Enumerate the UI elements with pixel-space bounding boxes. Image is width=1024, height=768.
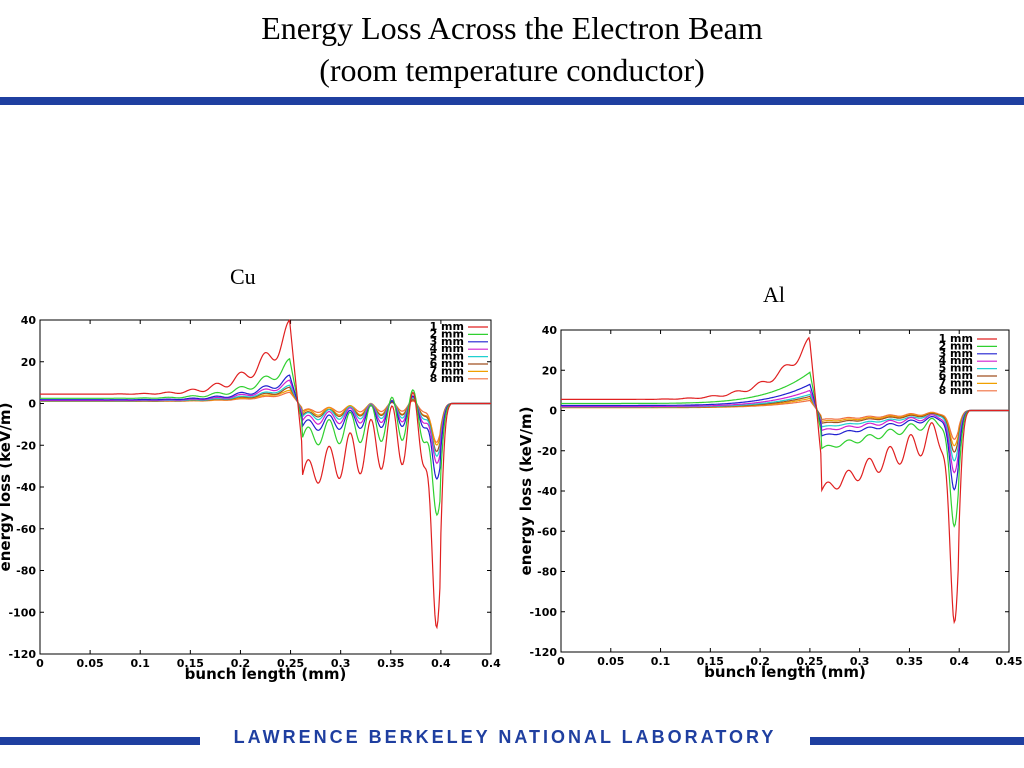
series-line-4mm [561,389,1009,474]
x-tick-label: 0 [557,655,565,668]
x-axis-title: bunch length (mm) [704,663,866,681]
x-tick-label: 0.4 [949,655,969,668]
x-tick-label: 0.3 [850,655,870,668]
y-axis-title: energy loss (keV/m) [517,407,535,576]
x-tick-label: 0.15 [177,657,204,670]
y-tick-label: -60 [16,523,36,536]
slide-title: Energy Loss Across the Electron Beam [261,10,763,46]
legend-label: 2 mm [430,327,464,340]
x-tick-label: 0.2 [231,657,251,670]
footer-lab-name: LAWRENCE BERKELEY NATIONAL LABORATORY [233,727,777,747]
y-tick-label: -120 [8,648,36,661]
legend-label: 7 mm [939,376,973,389]
series-line-2mm [561,371,1009,528]
y-tick-label: -40 [16,481,36,494]
legend-label: 4 mm [939,354,973,367]
series-line-3mm [561,383,1009,491]
series-line-1mm [561,336,1009,625]
y-tick-label: 20 [542,364,558,377]
legend-label: 8 mm [939,384,973,397]
y-tick-label: -80 [16,565,36,578]
series-line-1mm [40,318,491,630]
legend-label: 1 mm [430,320,464,333]
legend-label: 7 mm [430,364,464,377]
y-tick-label: 0 [28,398,36,411]
y-tick-label: -20 [537,445,557,458]
series-line-2mm [40,357,491,517]
series-line-6mm [561,395,1009,453]
x-tick-label: 0.1 [651,655,671,668]
chart-label-cu: Cu [230,264,256,289]
x-tick-label: 0.05 [597,655,624,668]
legend-label: 3 mm [430,335,464,348]
y-tick-label: 20 [21,356,37,369]
legend-label: 4 mm [430,342,464,355]
y-tick-label: -40 [537,485,557,498]
y-tick-label: 40 [21,314,37,327]
x-tick-label: 0.35 [377,657,404,670]
footer-bar-right [810,737,1024,745]
y-tick-label: -80 [537,566,557,579]
legend-label: 6 mm [430,357,464,370]
y-tick-label: -60 [537,525,557,538]
x-tick-label: 0.45 [995,655,1022,668]
y-tick-label: -120 [529,646,557,659]
chart-label-al: Al [763,282,785,307]
x-tick-label: 0.15 [697,655,724,668]
y-tick-label: 40 [542,324,558,337]
x-tick-label: 0.25 [277,657,304,670]
legend-label: 1 mm [939,332,973,345]
y-tick-label: 0 [549,405,557,418]
legend-label: 8 mm [430,372,464,385]
slide-subtitle: (room temperature conductor) [319,52,705,88]
x-tick-label: 0 [36,657,44,670]
legend-label: 3 mm [939,347,973,360]
y-tick-label: -20 [16,439,36,452]
x-tick-label: 0.4 [481,657,501,670]
x-tick-label: 0.3 [331,657,351,670]
y-axis-title: energy loss (keV/m) [0,403,14,572]
x-axis-title: bunch length (mm) [185,665,347,683]
x-tick-label: 0.05 [77,657,104,670]
footer-bar-left [0,737,200,745]
x-tick-label: 0.35 [896,655,923,668]
x-tick-label: 0.4 [431,657,451,670]
legend-label: 6 mm [939,369,973,382]
header-divider [0,97,1024,105]
x-tick-label: 0.2 [750,655,770,668]
plot-frame [39,319,492,655]
x-tick-label: 0.25 [796,655,823,668]
legend-label: 2 mm [939,339,973,352]
y-tick-label: -100 [529,606,557,619]
legend-label: 5 mm [939,362,973,375]
x-tick-label: 0.1 [130,657,150,670]
legend-label: 5 mm [430,350,464,363]
y-tick-label: -100 [8,606,36,619]
